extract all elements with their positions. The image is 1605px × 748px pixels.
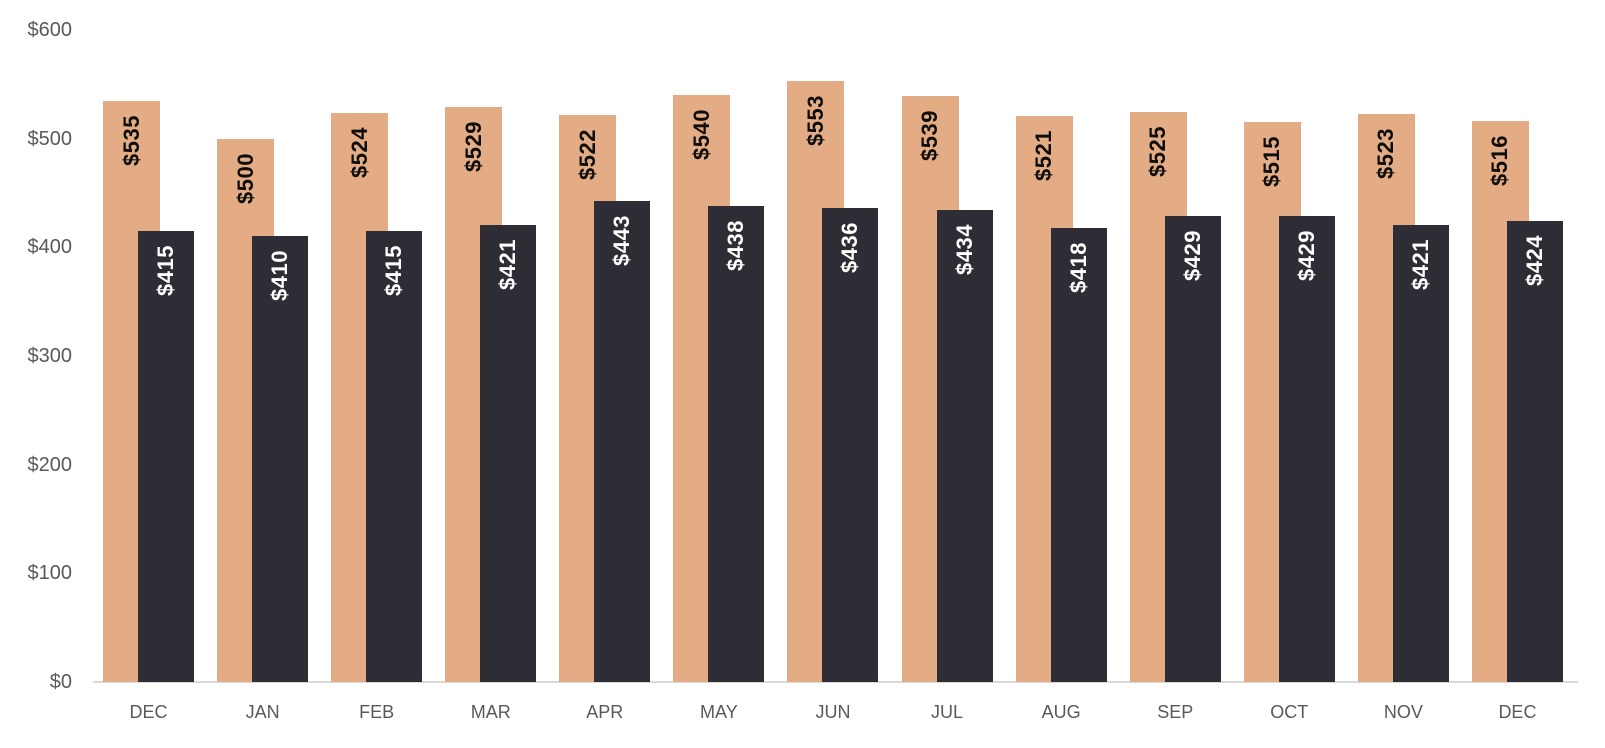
x-axis-label-mar-3: MAR: [470, 702, 511, 722]
bar-value-label: $521: [1031, 129, 1057, 181]
bar-series-2-dark-jan-1: $410: [252, 236, 309, 682]
bar-series-2-dark-jul-7: $434: [936, 210, 993, 682]
bar-series-2-dark-jun-6: $436: [822, 208, 879, 682]
bar-value-label: $421: [1407, 238, 1433, 290]
y-axis-tick-label: $100: [27, 562, 73, 585]
bar-series-2-dark-apr-4: $443: [594, 200, 651, 682]
x-axis-label-may-5: MAY: [700, 702, 738, 722]
bar-series-2-dark-feb-2: $415: [366, 231, 423, 682]
bar-value-label: $529: [460, 121, 486, 173]
bar-value-label: $443: [609, 214, 635, 266]
bar-value-label: $415: [153, 245, 178, 296]
y-axis-tick-label: $0: [49, 671, 72, 693]
bar-value-label: $553: [802, 95, 828, 147]
x-axis-label-dec-0: DEC: [129, 702, 168, 722]
y-axis-tick-label: $200: [27, 453, 73, 476]
bar-value-label: $429: [1179, 229, 1205, 281]
bar-series-2-dark-dec-0: $415: [138, 231, 194, 682]
x-axis-label-nov-11: NOV: [1383, 702, 1423, 722]
bar-value-label: $524: [346, 126, 372, 178]
bar-value-label: $410: [267, 250, 293, 302]
bar-value-label: $436: [837, 222, 863, 274]
bar-value-label: $438: [723, 220, 749, 271]
x-axis-label-jan-1: JAN: [245, 702, 280, 722]
bar-value-label: $522: [574, 128, 600, 180]
x-axis-label-dec-12: DEC: [1498, 702, 1537, 722]
bar-series-2-dark-mar-3: $421: [480, 224, 537, 682]
y-axis-tick-label: $300: [27, 345, 73, 367]
bar-value-label: $540: [688, 109, 714, 161]
x-axis-line: [93, 681, 1578, 683]
bar-value-label: $434: [951, 224, 977, 276]
bar-series-2-dark-oct-10: $429: [1278, 215, 1335, 682]
y-axis-tick-label: $600: [27, 19, 73, 41]
bar-series-2-dark-may-5: $438: [708, 206, 765, 682]
bar-series-2-dark-dec-12: $424: [1506, 221, 1563, 682]
x-axis-label-sep-9: SEP: [1157, 702, 1194, 722]
bar-value-label: $516: [1487, 135, 1513, 187]
bar-value-label: $515: [1259, 136, 1285, 188]
bar-value-label: $424: [1521, 235, 1547, 287]
x-axis-label-jun-6: JUN: [815, 702, 851, 722]
bar-value-label: $523: [1373, 127, 1399, 179]
x-axis-label-jul-7: JUL: [931, 702, 964, 722]
bar-value-label: $418: [1065, 241, 1091, 293]
y-axis-tick-label: $500: [27, 127, 73, 150]
bar-series-2-dark-aug-8: $418: [1050, 227, 1107, 682]
x-axis-label-oct-10: OCT: [1270, 702, 1309, 722]
bar-series-2-dark-nov-11: $421: [1392, 224, 1449, 682]
bar-value-label: $500: [232, 152, 258, 204]
y-axis-tick-label: $400: [27, 236, 73, 259]
bar-series-2-dark-sep-9: $429: [1164, 215, 1221, 682]
x-axis-label-apr-4: APR: [586, 702, 624, 722]
bar-value-label: $429: [1293, 229, 1319, 281]
bar-value-label: $525: [1145, 125, 1171, 177]
bar-value-label: $539: [917, 110, 943, 162]
bar-value-label: $415: [381, 245, 407, 296]
bar-value-label: $421: [495, 238, 521, 290]
x-axis-label-aug-8: AUG: [1041, 702, 1081, 722]
bar-value-label: $535: [118, 114, 144, 166]
x-axis-label-feb-2: FEB: [359, 702, 395, 722]
